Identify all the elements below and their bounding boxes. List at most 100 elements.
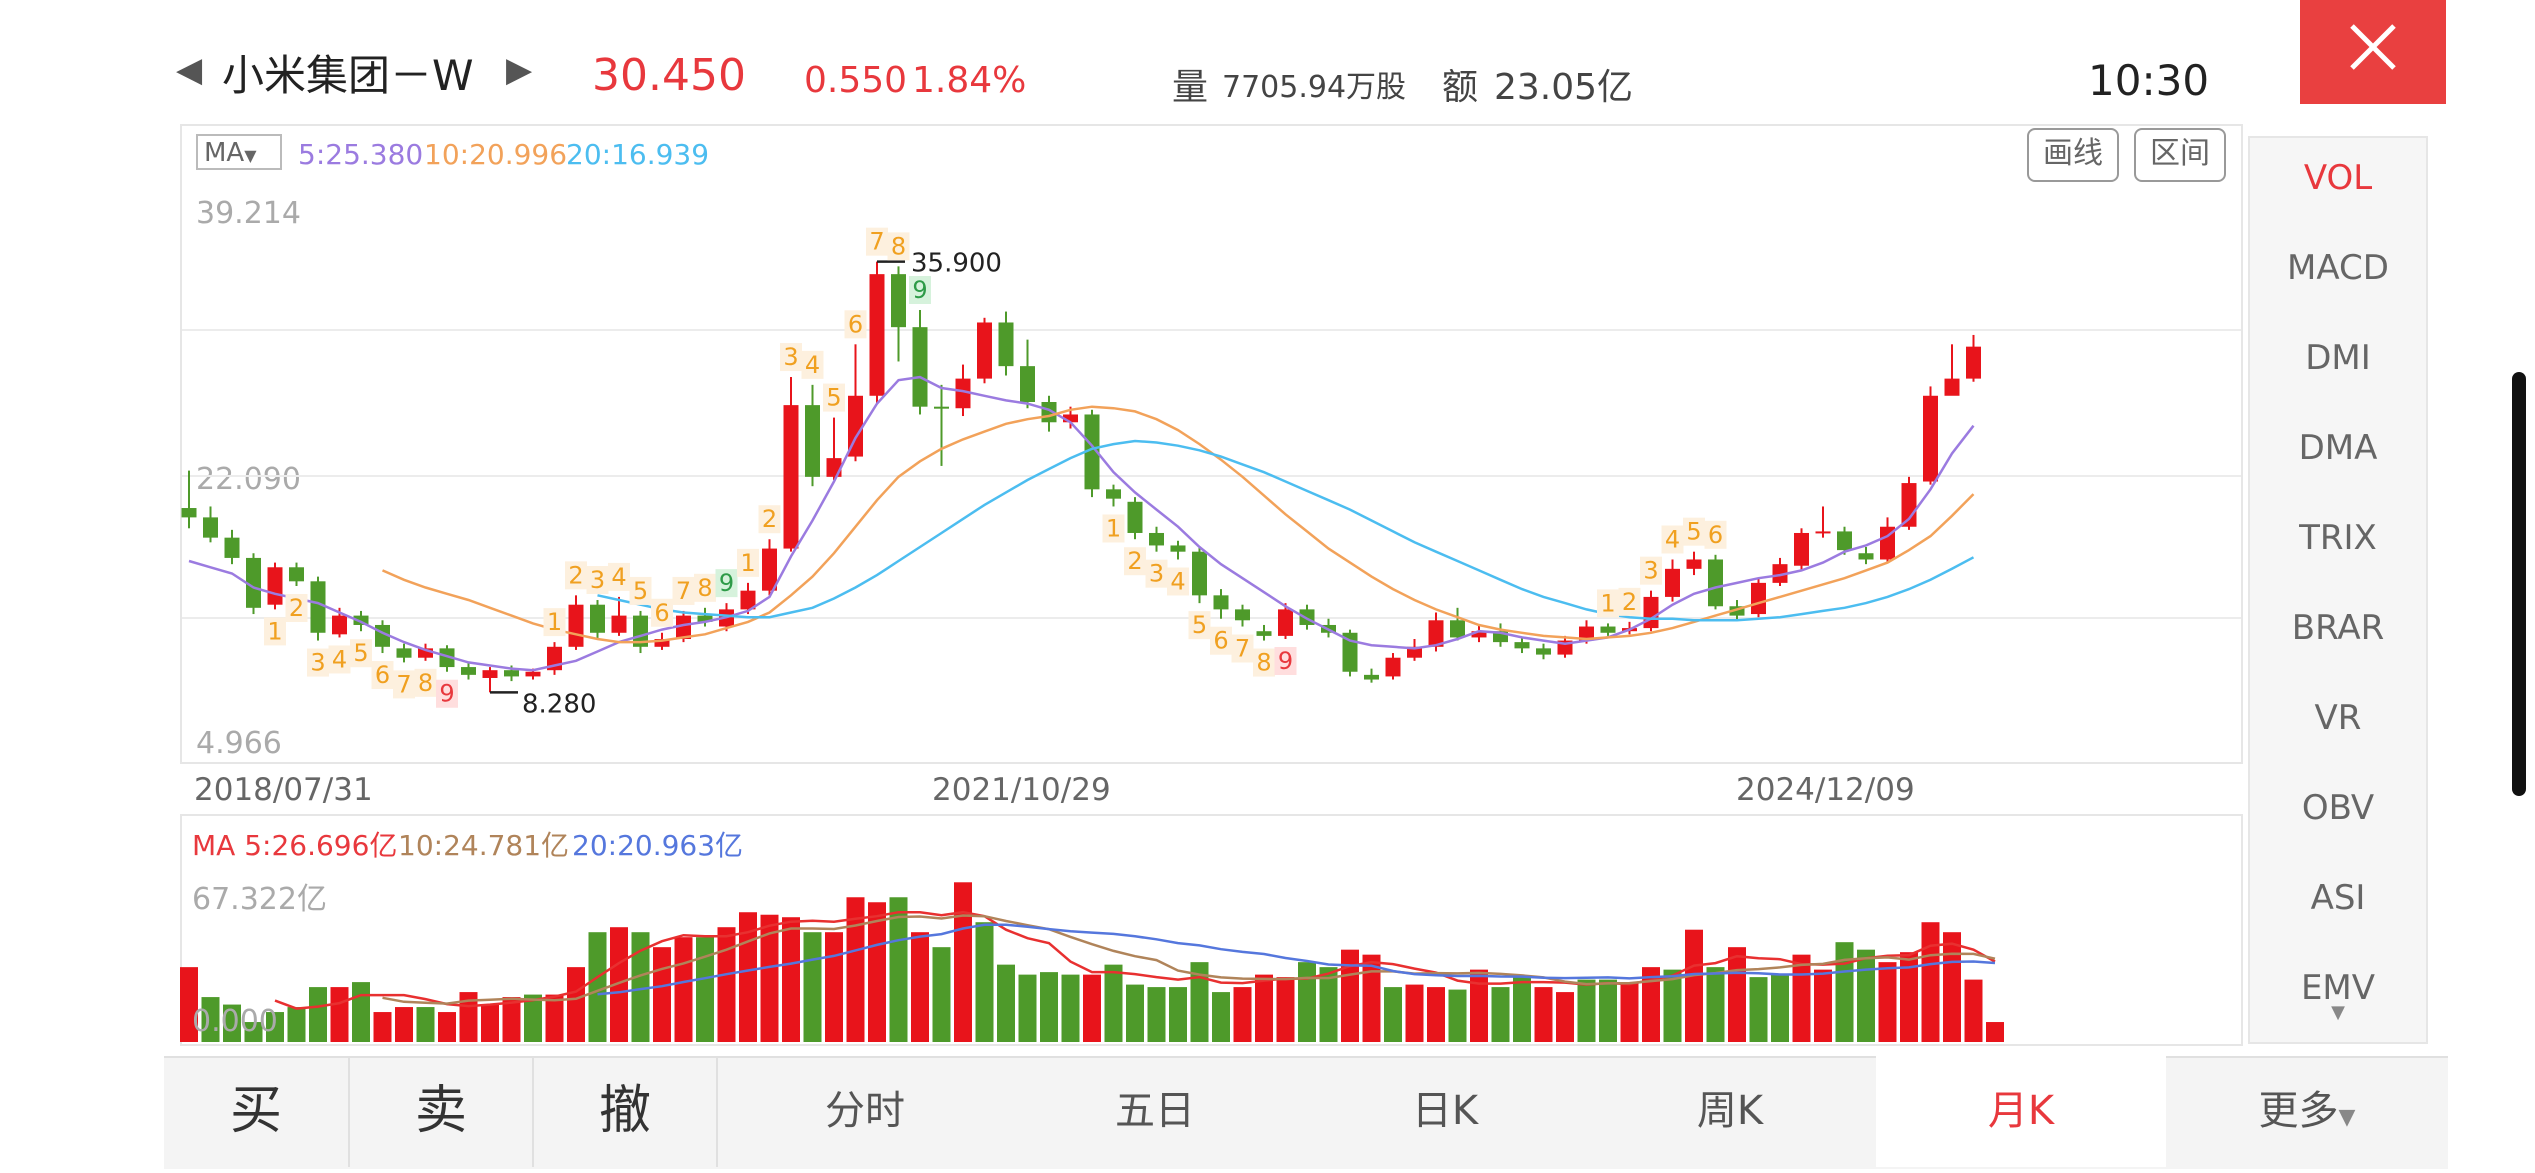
candle-body [1127, 501, 1143, 533]
cancel-order-button[interactable]: 撤 [534, 1056, 718, 1167]
dropdown-icon: ▼ [244, 146, 257, 165]
td-label-bg [1188, 611, 1211, 640]
td-label-bg [565, 561, 587, 590]
td-label-bg [1253, 648, 1275, 677]
tab-daily-k[interactable]: 日K [1411, 1088, 1479, 1134]
more-button[interactable]: 更多▼ [2166, 1056, 2448, 1167]
td-label: 8 [697, 574, 712, 602]
date-end: 2024/12/09 [1736, 772, 1915, 808]
tab-weekly-k[interactable]: 周K [1696, 1088, 1764, 1134]
indicator-vr[interactable]: VR [2314, 698, 2362, 738]
volume-bar [1814, 969, 1832, 1042]
volume-bar [782, 917, 800, 1042]
candle-body [1428, 620, 1444, 647]
volume-bar [180, 967, 198, 1042]
candle-body [1643, 596, 1659, 629]
td-label: 3 [1643, 557, 1658, 585]
draw-line-button[interactable]: 画线 [2027, 128, 2119, 182]
vol-ma20-line [597, 923, 1996, 996]
volume-bar [373, 1012, 392, 1042]
scroll-down-icon[interactable]: ▼ [2250, 1002, 2426, 1042]
vol-ma5-line [274, 910, 1996, 1010]
volume-bar [1857, 949, 1875, 1042]
volume-bar [1448, 989, 1467, 1042]
indicator-panel[interactable]: VOL MACD DMI DMA TRIX BRAR VR OBV ASI EM… [2248, 136, 2428, 1044]
td-label: 9 [1278, 647, 1293, 675]
range-button[interactable]: 区间 [2134, 128, 2226, 182]
volume-bar [1728, 947, 1746, 1042]
sell-button[interactable]: 卖 [350, 1056, 534, 1167]
candle-body [912, 327, 928, 407]
tab-monthly-k[interactable]: 月K [1876, 1056, 2166, 1167]
td-label: 1 [547, 608, 562, 636]
td-label: 3 [590, 566, 605, 594]
volume-bar [825, 932, 843, 1042]
candle-body [1579, 626, 1594, 641]
volume-bar [631, 932, 650, 1042]
td-label: 4 [805, 351, 820, 379]
candle-body [439, 648, 455, 668]
next-stock-icon[interactable]: ▶ [506, 50, 533, 90]
candle-body [955, 378, 971, 409]
indicator-obv[interactable]: OBV [2301, 788, 2375, 828]
volume-bar [803, 932, 822, 1042]
volume-bar [330, 987, 349, 1042]
volume-bar [1362, 954, 1381, 1042]
tab-five-day[interactable]: 五日 [1115, 1088, 1195, 1134]
ma10-line [381, 405, 1975, 644]
volume-bar [1233, 987, 1252, 1042]
volume-bar [1878, 962, 1897, 1042]
td-label: 4 [1170, 567, 1185, 595]
vol-ma10-value: 10:24.781亿 [398, 829, 570, 862]
low-marker-label: 8.280 [522, 689, 596, 719]
volume-bar [1513, 977, 1531, 1042]
y-axis-min: 4.966 [196, 726, 282, 761]
volume-bar [395, 1007, 413, 1042]
td-label-bg [285, 593, 308, 622]
high-marker-label: 35.900 [911, 249, 1002, 279]
td-label-bg [371, 661, 394, 690]
scrollbar[interactable] [2512, 372, 2526, 796]
indicator-trix[interactable]: TRIX [2299, 518, 2377, 558]
td-label: 8 [891, 232, 906, 260]
volume-bar [1749, 977, 1768, 1042]
volume-bar [1018, 974, 1037, 1042]
candle-body [891, 274, 906, 328]
candle-body [1106, 489, 1121, 499]
indicator-emv[interactable]: EMV [2300, 968, 2376, 1008]
td-label-bg [1597, 589, 1619, 618]
td-label: 8 [1256, 649, 1271, 677]
td-label-bg [1661, 525, 1684, 554]
buy-button[interactable]: 买 [164, 1056, 350, 1167]
indicator-dmi[interactable]: DMI [2305, 338, 2371, 378]
candle-body [1385, 657, 1401, 677]
close-button[interactable] [2300, 0, 2446, 104]
volume-chart-frame [180, 814, 2243, 1046]
indicator-macd[interactable]: MACD [2287, 248, 2389, 288]
td-label: 3 [310, 649, 325, 677]
close-icon [2350, 24, 2396, 70]
prev-stock-icon[interactable]: ◀ [176, 50, 203, 90]
candle-body [848, 395, 863, 457]
td-label-bg [1124, 547, 1146, 576]
indicator-vol[interactable]: VOL [2303, 158, 2373, 198]
indicator-asi[interactable]: ASI [2310, 878, 2366, 918]
td-label-bg [264, 617, 286, 646]
td-label-bg [672, 576, 695, 605]
td-label-bg [909, 276, 931, 305]
volume-bar [889, 897, 908, 1042]
volume-bar [1792, 954, 1811, 1042]
vol-ma20-value: 20:20.963亿 [572, 829, 744, 862]
candle-body [1665, 568, 1680, 597]
tab-intraday[interactable]: 分时 [825, 1088, 905, 1134]
indicator-dma[interactable]: DMA [2298, 428, 2378, 468]
candle-body [1772, 564, 1788, 583]
ma5-line [188, 375, 1975, 672]
td-label-bg [1640, 556, 1662, 585]
ma-selector[interactable]: MA▼ [196, 134, 282, 170]
candle-body [1536, 648, 1551, 655]
volume-bar [524, 994, 542, 1042]
td-label-bg [350, 639, 372, 668]
indicator-brar[interactable]: BRAR [2291, 608, 2385, 648]
